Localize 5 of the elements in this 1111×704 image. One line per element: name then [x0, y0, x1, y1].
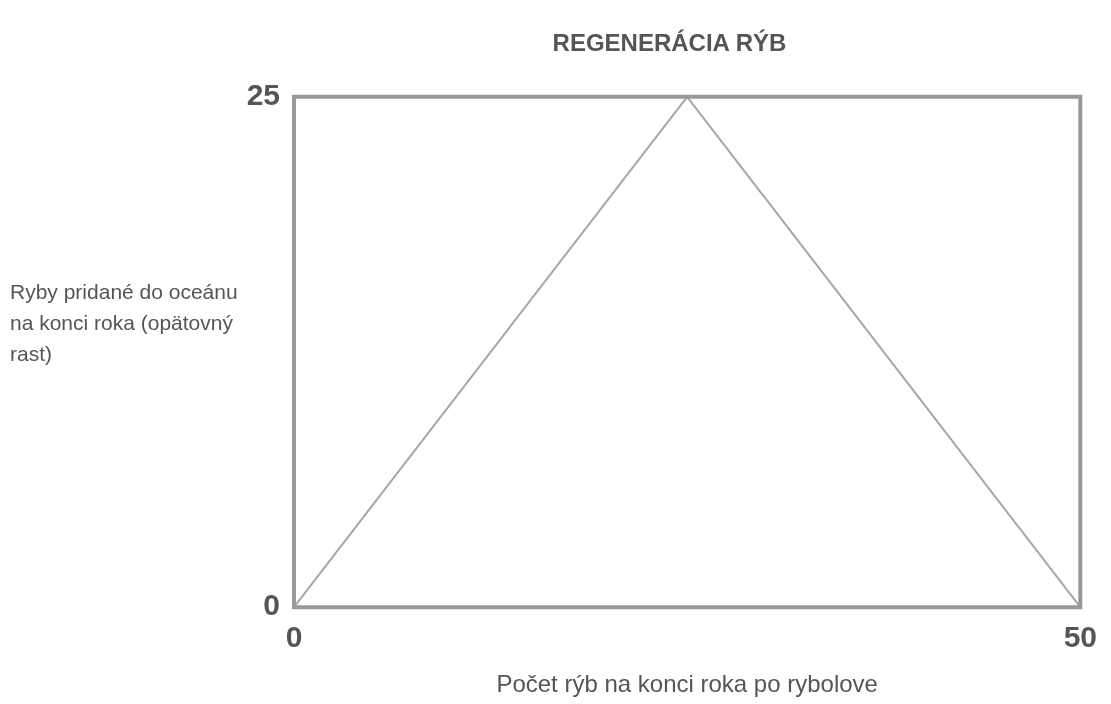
- x-tick-label: 50: [1063, 620, 1097, 654]
- x-axis-title: Počet rýb na konci roka po rybolove: [496, 670, 878, 698]
- y-tick-label: 25: [246, 78, 280, 112]
- y-axis-title: Ryby pridané do oceánu na konci roka (opätovný rast): [10, 279, 239, 367]
- chart-title: REGENERÁCIA RÝB: [552, 29, 787, 57]
